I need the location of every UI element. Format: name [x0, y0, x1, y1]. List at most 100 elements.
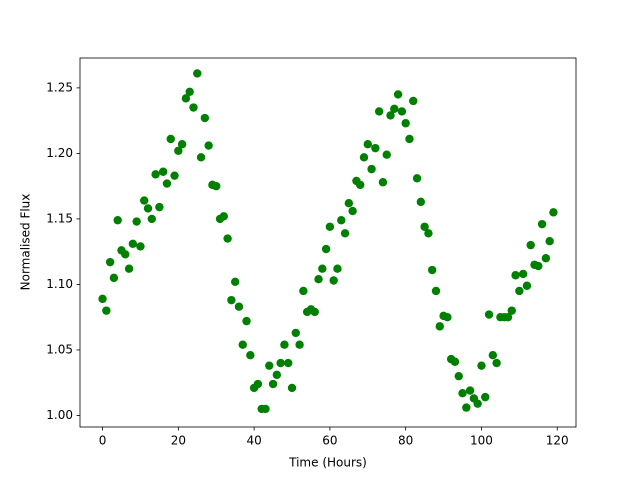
point [234, 302, 244, 311]
point [549, 208, 558, 217]
point [155, 202, 164, 212]
point [219, 212, 228, 221]
point [443, 312, 452, 322]
y-tick-label: 1.15 [46, 211, 73, 225]
point [515, 286, 524, 296]
point [344, 198, 354, 208]
point [473, 399, 482, 408]
point [177, 140, 187, 149]
point [325, 222, 335, 231]
point [212, 181, 221, 191]
point [276, 358, 285, 368]
point [105, 257, 115, 267]
point [204, 141, 213, 150]
point [223, 234, 232, 243]
point [170, 171, 179, 180]
point [299, 286, 308, 296]
y-tick-label: 1.05 [46, 342, 73, 356]
point [511, 271, 520, 280]
x-tick-label: 20 [171, 434, 186, 448]
point [348, 206, 357, 216]
point [284, 358, 293, 368]
point [113, 216, 122, 225]
point [253, 379, 263, 389]
point [310, 307, 319, 317]
x-tick-label: 120 [546, 434, 569, 448]
point [166, 134, 175, 144]
point [477, 361, 486, 370]
point [412, 174, 422, 183]
point [481, 392, 490, 402]
point [174, 146, 183, 155]
point [484, 310, 494, 319]
point [526, 240, 535, 250]
x-tick-label: 40 [246, 434, 261, 448]
point [359, 153, 369, 162]
point [318, 264, 327, 273]
point [507, 306, 516, 315]
point [268, 379, 278, 389]
point [291, 328, 300, 338]
x-axis-label: Time (Hours) [288, 456, 367, 470]
point [522, 281, 532, 290]
point [242, 316, 251, 326]
point [333, 264, 342, 273]
point [280, 340, 289, 349]
point [374, 107, 384, 116]
point [200, 113, 210, 123]
point [382, 150, 391, 159]
point [109, 273, 119, 283]
y-tick-label: 1.25 [46, 80, 73, 94]
point [534, 261, 543, 271]
point [314, 274, 323, 284]
point [435, 322, 444, 331]
point [230, 277, 240, 287]
point [287, 383, 297, 393]
point [295, 340, 304, 349]
point [541, 254, 551, 263]
point [261, 404, 270, 414]
y-tick-label: 1.20 [46, 146, 73, 160]
point [363, 140, 372, 149]
point [238, 340, 247, 349]
point [416, 197, 426, 207]
point [405, 134, 414, 144]
point [181, 94, 191, 103]
point [390, 104, 399, 114]
point [378, 178, 388, 187]
point [321, 244, 331, 254]
point [488, 350, 498, 360]
point [265, 361, 274, 370]
point [329, 276, 338, 285]
point [367, 164, 376, 174]
y-tick-label: 1.10 [46, 277, 73, 291]
point [386, 111, 395, 120]
point [124, 264, 134, 273]
x-tick-label: 80 [398, 434, 413, 448]
point [431, 286, 441, 296]
point [102, 306, 111, 315]
point [158, 167, 168, 176]
point [409, 96, 418, 106]
point [371, 143, 380, 153]
point [424, 229, 433, 238]
point [272, 370, 282, 380]
point [246, 350, 255, 360]
y-axis-label: Normalised Flux [19, 194, 33, 291]
point [518, 269, 528, 279]
point [401, 119, 410, 128]
point [454, 371, 463, 381]
point [136, 242, 145, 251]
point [162, 179, 172, 188]
point [465, 386, 475, 395]
point [147, 214, 157, 224]
point [393, 90, 403, 99]
point [121, 250, 130, 259]
point [545, 236, 554, 246]
point [128, 239, 138, 249]
point [151, 170, 160, 179]
axes-frame [79, 57, 577, 428]
point [143, 204, 153, 213]
y-tick-label: 1.00 [46, 408, 73, 422]
